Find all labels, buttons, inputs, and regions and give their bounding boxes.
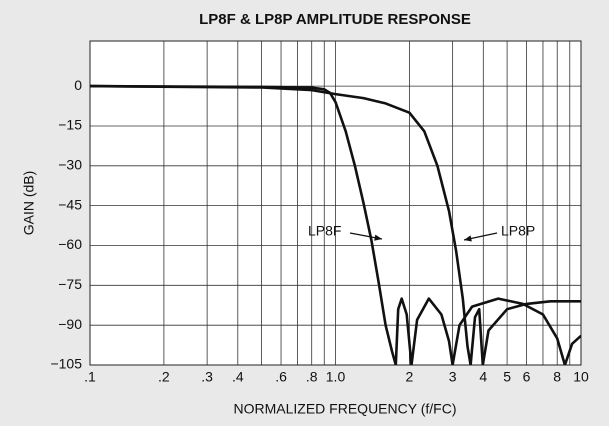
x-tick-label: .8 [306,369,318,385]
x-tick-label: .6 [275,369,287,385]
y-tick-label: −60 [58,236,82,252]
arrow-head [374,234,382,241]
series-line [90,84,581,365]
y-tick-label: −75 [58,276,82,292]
x-tick-label: .4 [232,369,244,385]
y-tick-label: −45 [58,196,82,212]
x-tick-label: 1.0 [326,369,346,385]
curve-label: LP8F [308,223,341,239]
x-tick-label: 2 [406,369,414,385]
plot-border [89,40,582,366]
x-tick-label: 10 [573,369,589,385]
x-tick-label: 6 [523,369,531,385]
series-line [90,84,581,365]
chart-title: LP8F & LP8P AMPLITUDE RESPONSE [199,11,471,28]
x-tick-label: 8 [553,369,561,385]
y-tick-label: −15 [58,117,82,133]
x-tick-label: 5 [503,369,511,385]
x-tick-label: .2 [158,369,170,385]
curves [90,84,581,365]
x-tick-label: .1 [84,369,96,385]
y-tick-label: 0 [74,77,82,93]
x-axis-label: NORMALIZED FREQUENCY (f/FC) [234,401,457,417]
y-tick-label: −30 [58,157,82,173]
y-axis-label: GAIN (dB) [21,171,37,236]
arrow-head [464,235,472,242]
curve-label: LP8P [501,223,535,239]
y-tick-label: −90 [58,316,82,332]
x-tick-label: .3 [201,369,213,385]
y-tick-label: −105 [50,356,82,372]
x-tick-label: 4 [479,369,487,385]
x-tick-label: 3 [449,369,457,385]
